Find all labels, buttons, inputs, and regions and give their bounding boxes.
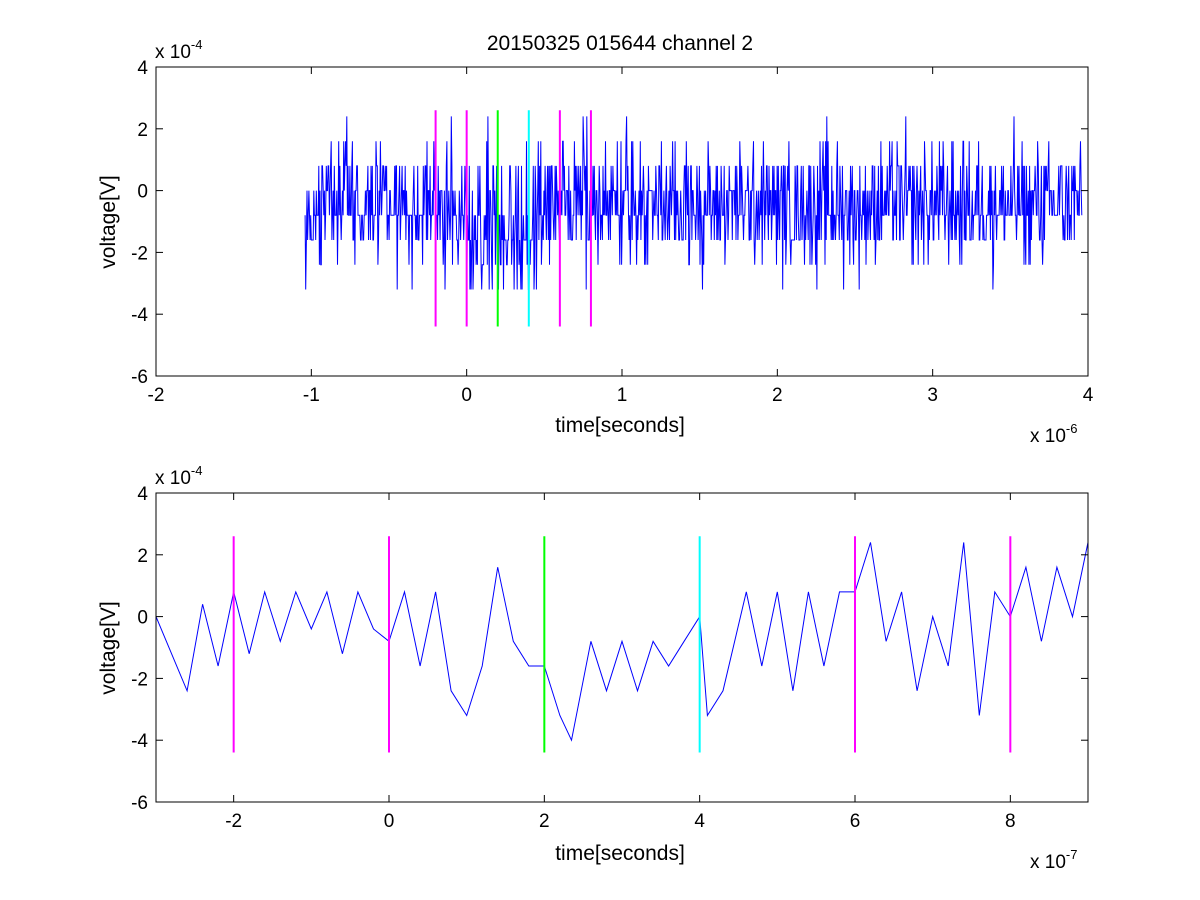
top-y-exponent: x 10-4 — [155, 37, 202, 63]
bottom-x-exponent: x 10-7 — [1030, 847, 1077, 873]
top-x-exponent: x 10-6 — [1030, 421, 1077, 447]
bottom-axes: -2 0 2 4 6 8 -6 -4 -2 0 2 4 time[seconds] voltage[V… — [97, 463, 1089, 873]
top-y-exponent-base: x 10 — [155, 42, 191, 63]
top-x-tick-label: -2 — [148, 385, 165, 406]
bottom-y-tick-label: 2 — [137, 546, 148, 567]
bottom-y-tick-label: -6 — [131, 793, 148, 814]
bottom-y-exponent-power: -4 — [191, 463, 203, 478]
top-y-exponent-power: -4 — [191, 37, 203, 52]
top-y-tick-label: -2 — [131, 243, 148, 264]
bottom-y-tick-label: 0 — [137, 608, 148, 629]
bottom-x-tick-label: 6 — [850, 811, 861, 832]
top-y-tick-label: -4 — [131, 305, 148, 326]
top-x-axis-label: time[seconds] — [555, 414, 685, 437]
bottom-y-exponent: x 10-4 — [155, 463, 202, 489]
top-plot-area: -2 -1 0 1 2 3 4 -6 -4 -2 0 2 4 — [131, 58, 1094, 406]
bottom-x-axis-label: time[seconds] — [555, 842, 685, 865]
top-x-tick-label: 2 — [772, 385, 783, 406]
bottom-y-tick-label: 4 — [137, 484, 148, 505]
top-x-exponent-power: -6 — [1066, 421, 1078, 436]
bottom-x-exponent-power: -7 — [1066, 847, 1078, 862]
top-x-tick-label: 1 — [617, 385, 628, 406]
bottom-signal-line — [155, 542, 1089, 742]
bottom-x-tick-label: 8 — [1005, 811, 1016, 832]
bottom-x-exponent-base: x 10 — [1030, 852, 1066, 873]
bottom-y-tick-label: -4 — [131, 731, 148, 752]
top-signal-line — [304, 116, 1083, 290]
bottom-x-tick-label: 2 — [539, 811, 550, 832]
top-x-exponent-base: x 10 — [1030, 426, 1066, 447]
top-y-tick-label: 4 — [137, 58, 148, 79]
chart-title: 20150325 015644 channel 2 — [487, 32, 753, 55]
top-x-tick-label: 0 — [461, 385, 472, 406]
top-x-tick-label: 4 — [1083, 385, 1094, 406]
top-y-axis-label: voltage[V] — [97, 175, 120, 268]
bottom-y-exponent-base: x 10 — [155, 468, 191, 489]
bottom-axes-box — [155, 492, 1089, 803]
bottom-y-tick-label: -2 — [131, 669, 148, 690]
bottom-x-tick-label: 4 — [694, 811, 705, 832]
top-axes: -2 -1 0 1 2 3 4 -6 -4 -2 0 2 4 time[seconds] voltage… — [97, 37, 1094, 447]
bottom-plot-area: -2 0 2 4 6 8 -6 -4 -2 0 2 4 — [131, 484, 1089, 832]
bottom-x-tick-label: -2 — [225, 811, 242, 832]
bottom-y-axis-label: voltage[V] — [97, 601, 120, 694]
top-y-tick-label: 0 — [137, 182, 148, 203]
top-x-tick-label: -1 — [303, 385, 320, 406]
top-x-tick-label: 3 — [927, 385, 938, 406]
top-y-tick-label: -6 — [131, 367, 148, 388]
bottom-x-tick-label: 0 — [384, 811, 395, 832]
top-y-tick-label: 2 — [137, 120, 148, 141]
